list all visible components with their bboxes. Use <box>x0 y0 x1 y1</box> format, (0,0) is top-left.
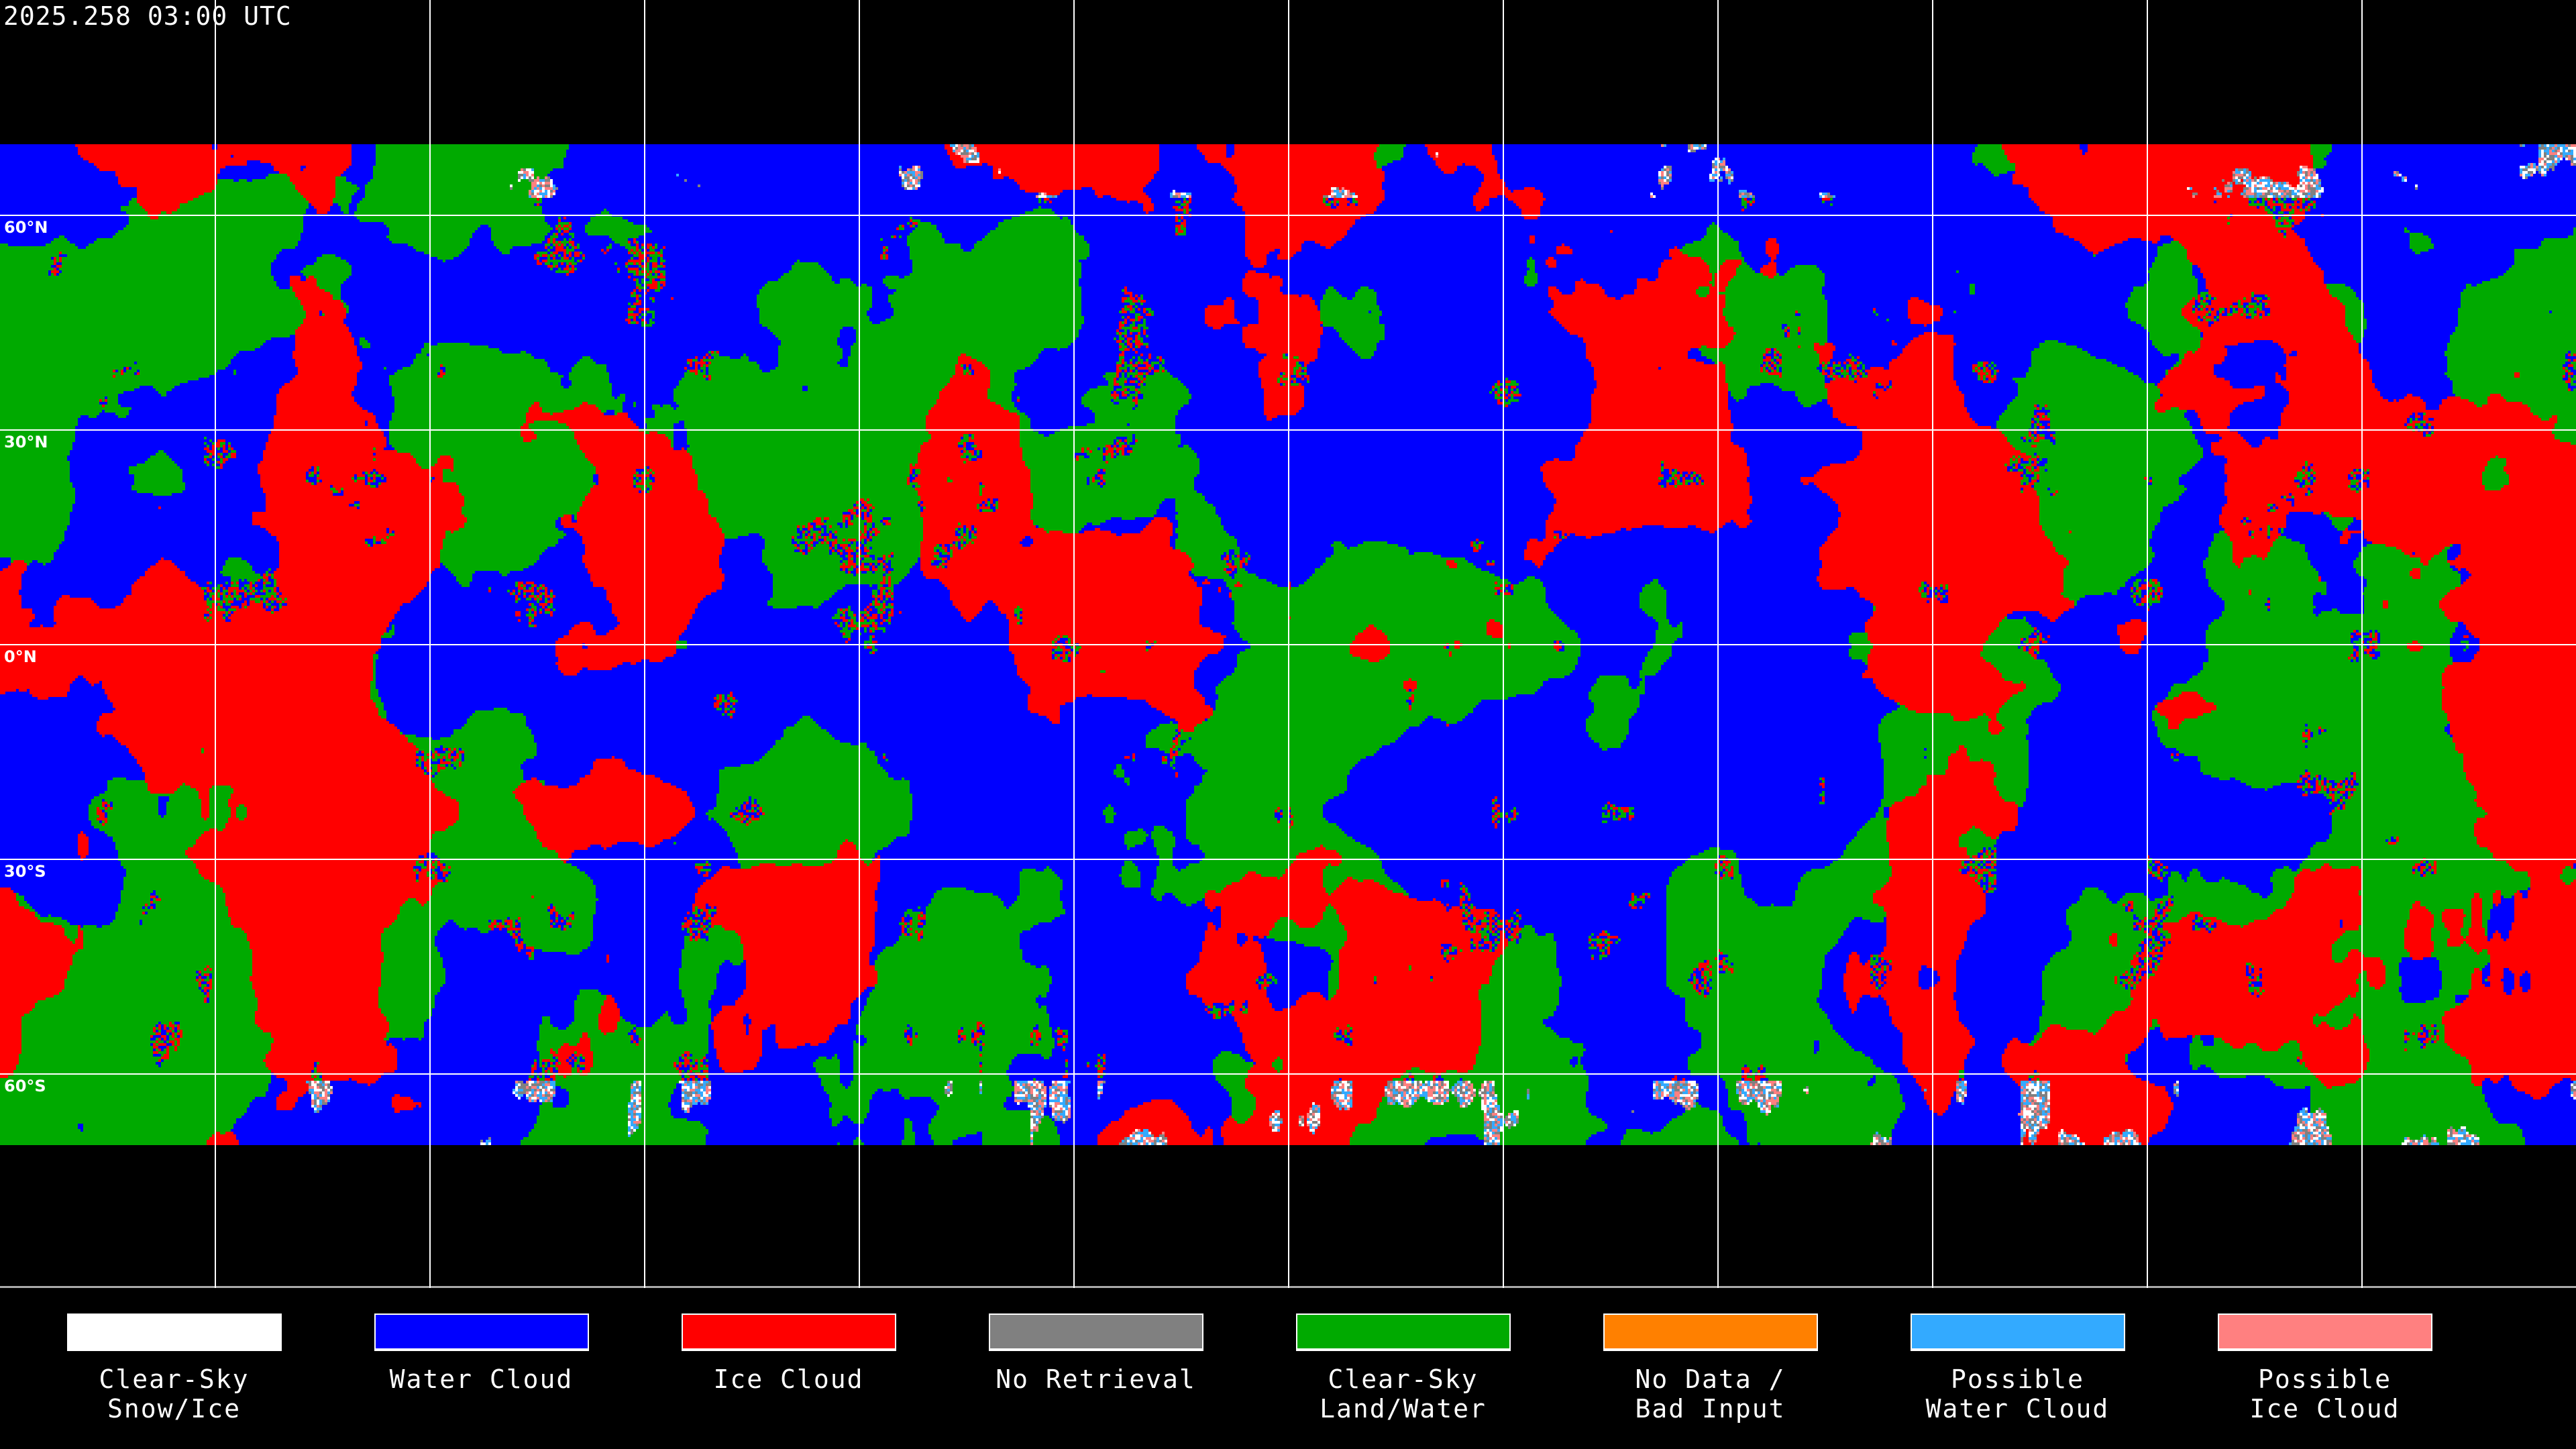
legend-label: Water Cloud <box>389 1364 574 1394</box>
legend-label: Possible Ice Cloud <box>2249 1364 2400 1424</box>
legend-item-clear-sky-snow-ice: Clear-Sky Snow/Ice <box>66 1313 282 1424</box>
parallel-line <box>0 644 2576 645</box>
legend-swatch <box>1603 1313 1818 1351</box>
parallel-line <box>0 1073 2576 1075</box>
parallel-line <box>0 215 2576 216</box>
lat-label-30s: 30°S <box>4 862 46 881</box>
legend-item-clear-sky-land-water: Clear-Sky Land/Water <box>1295 1313 1511 1424</box>
legend-swatch <box>66 1313 282 1351</box>
cloud-phase-map: 60°N 30°N 0°N 30°S 60°S 2025.258 03:00 U… <box>0 0 2576 1288</box>
lat-label-0n: 0°N <box>4 647 37 666</box>
lat-label-60n: 60°N <box>4 218 48 237</box>
legend-swatch <box>681 1313 896 1351</box>
legend-label: No Data / Bad Input <box>1635 1364 1786 1424</box>
lat-label-60s: 60°S <box>4 1077 46 1095</box>
parallel-line <box>0 429 2576 431</box>
legend-item-water-cloud: Water Cloud <box>373 1313 590 1394</box>
legend-item-no-retrieval: No Retrieval <box>987 1313 1204 1394</box>
legend-item-possible-ice-cloud: Possible Ice Cloud <box>2216 1313 2433 1424</box>
legend-item-possible-water-cloud: Possible Water Cloud <box>1909 1313 2126 1424</box>
legend-swatch <box>1295 1313 1511 1351</box>
legend-item-ice-cloud: Ice Cloud <box>680 1313 897 1394</box>
parallel-line <box>0 859 2576 860</box>
legend-item-no-data: No Data / Bad Input <box>1602 1313 1819 1424</box>
legend-swatch <box>988 1313 1203 1351</box>
legend-swatch <box>2217 1313 2432 1351</box>
legend-swatch <box>374 1313 589 1351</box>
legend-label: Clear-Sky Land/Water <box>1320 1364 1487 1424</box>
lat-label-30n: 30°N <box>4 433 48 451</box>
legend-label: Possible Water Cloud <box>1925 1364 2110 1424</box>
legend-swatch <box>1910 1313 2125 1351</box>
legend-label: No Retrieval <box>996 1364 1196 1394</box>
legend-label: Ice Cloud <box>713 1364 864 1394</box>
legend-label: Clear-Sky Snow/Ice <box>99 1364 250 1424</box>
timestamp-title: 2025.258 03:00 UTC <box>3 1 292 31</box>
